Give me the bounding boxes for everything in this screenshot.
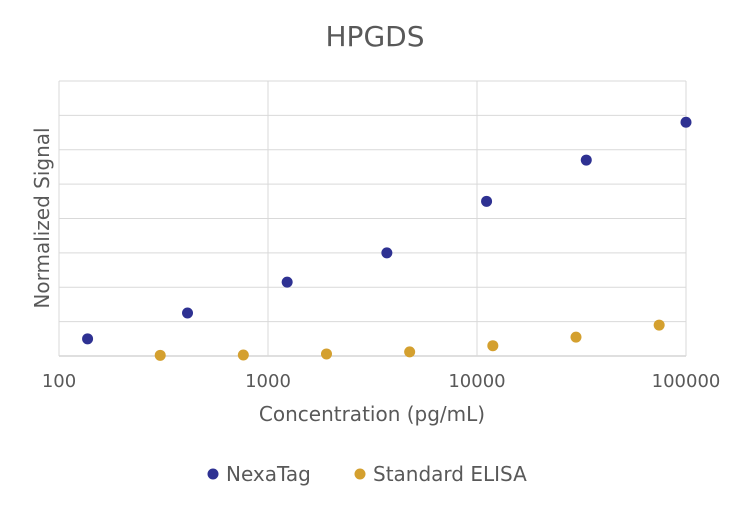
data-point-nexatag[interactable]: [281, 276, 293, 288]
data-point-standard-elisa[interactable]: [320, 348, 332, 360]
legend-label: NexaTag: [226, 462, 311, 486]
data-point-standard-elisa[interactable]: [404, 346, 416, 358]
x-tick-label: 100: [42, 371, 76, 392]
legend-label: Standard ELISA: [373, 462, 527, 486]
data-point-standard-elisa[interactable]: [570, 331, 582, 343]
x-tick-label: 1000: [245, 371, 291, 392]
data-points: [82, 116, 692, 361]
chart-title: HPGDS: [326, 20, 425, 53]
data-point-nexatag[interactable]: [82, 333, 94, 345]
x-tick-label: 10000: [448, 371, 505, 392]
data-point-nexatag[interactable]: [182, 307, 194, 319]
data-point-nexatag[interactable]: [680, 116, 692, 128]
data-point-nexatag[interactable]: [381, 247, 393, 259]
y-axis-label: Normalized Signal: [30, 127, 54, 308]
data-point-standard-elisa[interactable]: [237, 349, 249, 361]
data-point-nexatag[interactable]: [580, 154, 592, 166]
legend-marker: [354, 468, 366, 480]
data-point-nexatag[interactable]: [481, 195, 493, 207]
x-tick-label: 100000: [652, 371, 721, 392]
x-axis-label: Concentration (pg/mL): [259, 402, 485, 426]
legend-marker: [207, 468, 219, 480]
data-point-standard-elisa[interactable]: [653, 319, 665, 331]
gridlines: [58, 80, 687, 357]
data-point-standard-elisa[interactable]: [154, 349, 166, 361]
x-tick-labels: 100 1000 10000 100000: [42, 371, 721, 392]
data-point-standard-elisa[interactable]: [487, 340, 499, 352]
legend[interactable]: NexaTag Standard ELISA: [207, 462, 528, 486]
